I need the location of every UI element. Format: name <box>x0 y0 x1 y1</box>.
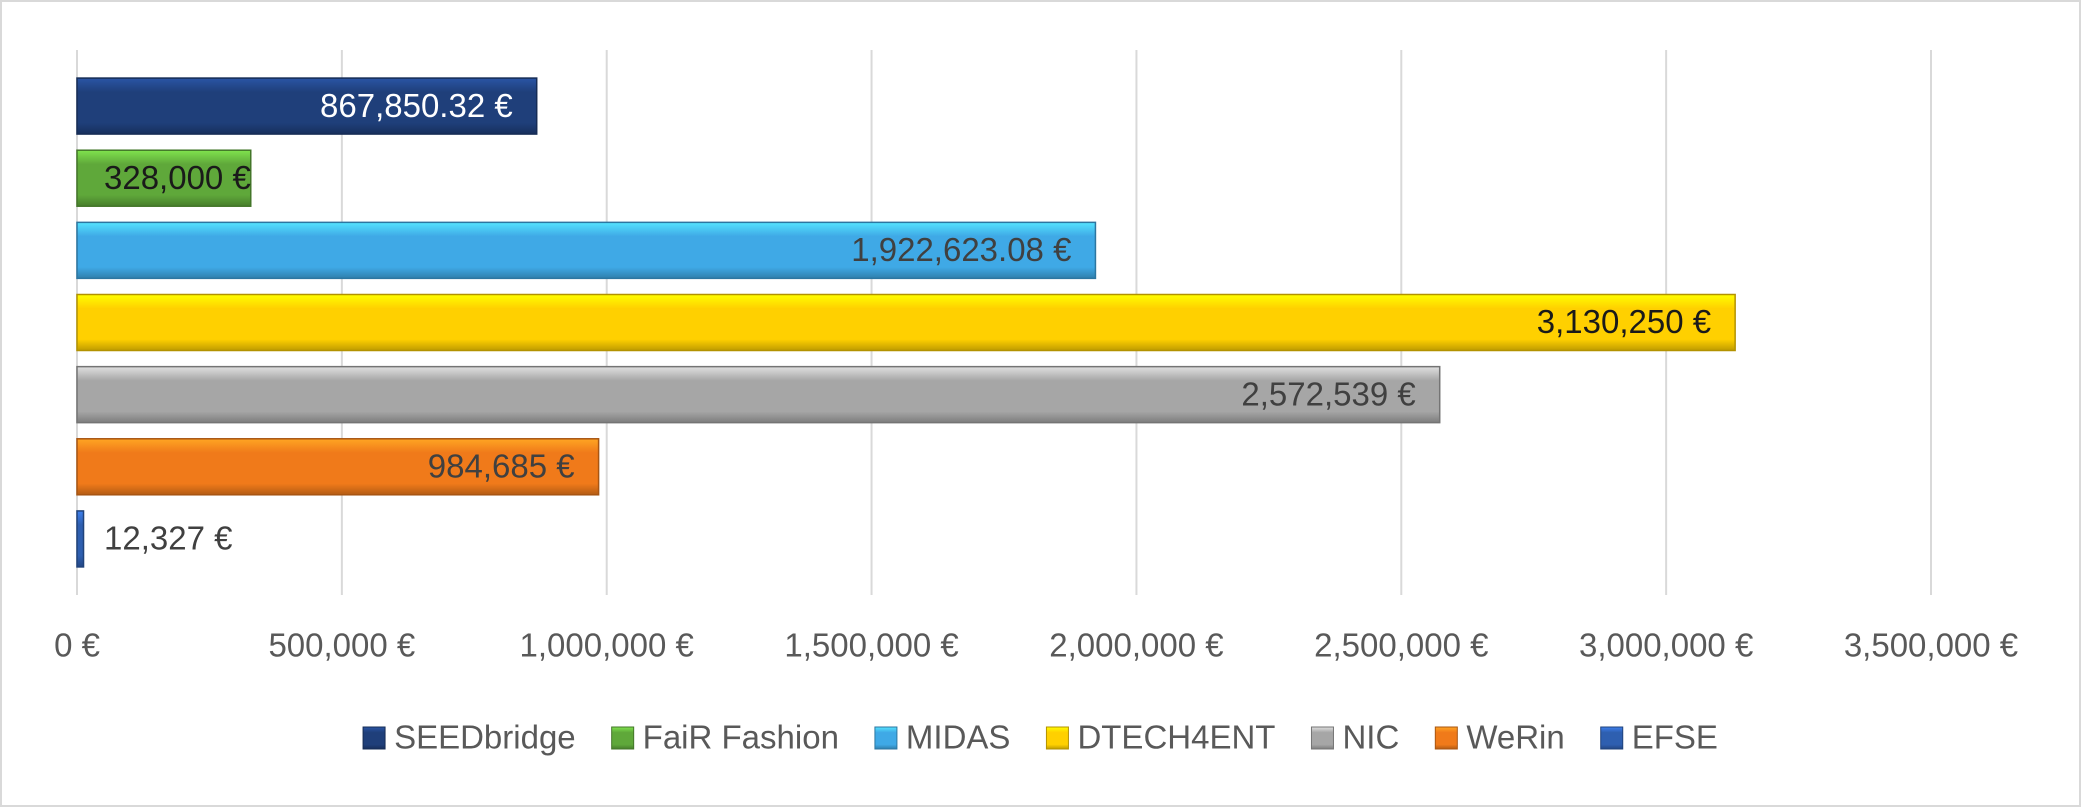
legend-label: EFSE <box>1632 719 1718 756</box>
x-tick-label: 2,500,000 € <box>1314 627 1488 664</box>
legend-marker <box>1045 726 1069 750</box>
legend-marker <box>1434 726 1458 750</box>
bar <box>76 293 1736 352</box>
legend-marker <box>874 726 898 750</box>
legend-item: EFSE <box>1600 719 1718 756</box>
legend-label: FaiR Fashion <box>643 719 839 756</box>
legend-marker <box>611 726 635 750</box>
legend-label: WeRin <box>1466 719 1564 756</box>
legend-label: NIC <box>1342 719 1399 756</box>
x-tick-label: 2,000,000 € <box>1049 627 1223 664</box>
legend-label: SEEDbridge <box>394 719 576 756</box>
x-tick-label: 500,000 € <box>268 627 415 664</box>
legend-marker <box>1600 726 1624 750</box>
bar <box>76 221 1097 280</box>
data-label: 867,850.32 € <box>320 87 513 124</box>
data-label: 12,327 € <box>104 520 232 557</box>
legend-item: DTECH4ENT <box>1045 719 1275 756</box>
data-label: 2,572,539 € <box>1241 375 1415 412</box>
legend-item: SEEDbridge <box>362 719 576 756</box>
data-label: 984,685 € <box>428 448 575 485</box>
x-tick-label: 1,500,000 € <box>784 627 958 664</box>
x-tick-label: 1,000,000 € <box>520 627 694 664</box>
x-tick-label: 3,500,000 € <box>1844 627 2018 664</box>
legend-item: NIC <box>1310 719 1399 756</box>
bar <box>76 438 600 496</box>
x-tick-label: 0 € <box>54 627 100 664</box>
x-tick-label: 3,000,000 € <box>1579 627 1753 664</box>
legend-item: MIDAS <box>874 719 1011 756</box>
bar <box>76 77 538 135</box>
legend-item: FaiR Fashion <box>611 719 839 756</box>
legend-label: DTECH4ENT <box>1077 719 1275 756</box>
data-label: 1,922,623.08 € <box>851 231 1071 268</box>
legend-marker <box>1310 726 1334 750</box>
legend-item: WeRin <box>1434 719 1565 756</box>
bar <box>76 149 252 207</box>
bar <box>76 365 1441 424</box>
data-label: 3,130,250 € <box>1537 303 1711 340</box>
legend-marker <box>362 726 386 750</box>
data-label: 328,000 € <box>104 159 251 196</box>
legend-label: MIDAS <box>906 719 1011 756</box>
bar <box>76 510 85 568</box>
